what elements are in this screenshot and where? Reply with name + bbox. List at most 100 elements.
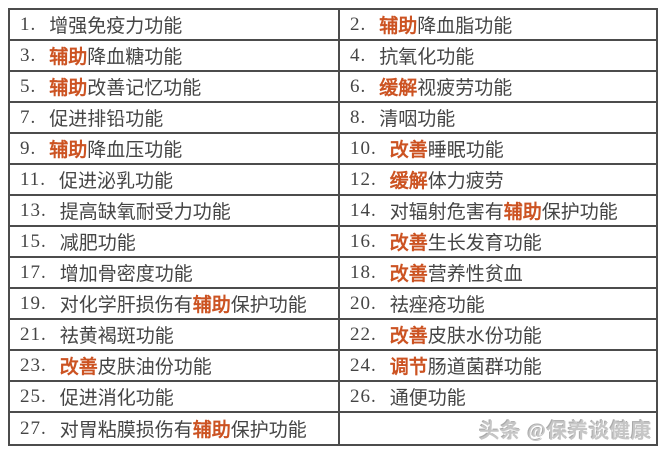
item-text-highlight: 改善 xyxy=(59,357,98,378)
item-number: 9. xyxy=(20,137,37,159)
item-number: 15. xyxy=(20,230,47,252)
item-text: 祛黄褐斑功能 xyxy=(59,326,174,347)
table-cell: 26. 通便功能 xyxy=(339,382,656,413)
table-cell: 3. 辅助 降血糖功能 xyxy=(10,41,340,72)
table-cell: 24. 调节 肠道菌群功能 xyxy=(339,351,656,382)
item-text-highlight: 改善 xyxy=(389,264,428,285)
table-cell: 2. 辅助 降血脂功能 xyxy=(339,10,656,41)
item-number: 3. xyxy=(20,44,37,66)
functions-table: 1. 增强免疫力功能 2. 辅助 降血脂功能 3. 辅助 降血糖功能 4. 抗氧化功能 5. 辅助 改善… xyxy=(8,8,658,446)
item-number: 13. xyxy=(20,199,47,221)
item-text: 增加骨密度功能 xyxy=(59,264,193,285)
item-text-highlight: 缓解 xyxy=(389,171,428,192)
item-text: 体力疲劳 xyxy=(427,171,504,192)
item-number: 16. xyxy=(349,230,377,252)
item-text-highlight: 辅助 xyxy=(503,202,542,223)
table-cell: 9. 辅助 降血压功能 xyxy=(10,134,340,165)
item-text: 对化学肝损伤有 xyxy=(59,295,193,316)
table-cell: 6. 缓解 视疲劳功能 xyxy=(339,72,656,103)
table-cell: 12. 缓解 体力疲劳 xyxy=(339,165,656,196)
item-text-highlight: 改善 xyxy=(389,233,428,254)
table-cell: 10. 改善 睡眠功能 xyxy=(339,134,656,165)
item-text: 促进排铅功能 xyxy=(49,109,164,130)
item-text-highlight: 辅助 xyxy=(49,140,88,161)
item-number: 14. xyxy=(349,199,377,221)
item-text: 生长发育功能 xyxy=(427,233,542,254)
item-text-highlight: 调节 xyxy=(389,357,428,378)
item-number: 2. xyxy=(349,13,367,35)
item-text: 降血脂功能 xyxy=(417,16,513,37)
item-number: 17. xyxy=(20,261,47,283)
item-text: 提高缺氧耐受力功能 xyxy=(59,202,231,223)
table-cell: 14. 对辐射危害有 辅助 保护功能 xyxy=(339,196,656,227)
item-text: 减肥功能 xyxy=(59,233,136,254)
item-text: 增强免疫力功能 xyxy=(49,16,183,37)
table-cell: 16. 改善 生长发育功能 xyxy=(339,227,656,258)
table-cell: 18. 改善 营养性贫血 xyxy=(339,258,656,289)
item-number: 4. xyxy=(349,44,367,66)
item-number: 6. xyxy=(349,75,367,97)
item-text: 保护功能 xyxy=(230,420,307,441)
item-text: 降血压功能 xyxy=(87,140,183,161)
item-text-highlight: 辅助 xyxy=(379,16,418,37)
item-number: 23. xyxy=(20,354,47,376)
item-text: 皮肤水份功能 xyxy=(427,326,542,347)
item-number: 18. xyxy=(349,261,377,283)
item-number: 25. xyxy=(20,385,47,407)
item-text-highlight: 辅助 xyxy=(49,78,88,99)
item-number: 22. xyxy=(349,323,377,345)
item-text: 清咽功能 xyxy=(379,109,456,130)
item-text: 睡眠功能 xyxy=(427,140,504,161)
item-text: 抗氧化功能 xyxy=(379,47,475,68)
item-text: 肠道菌群功能 xyxy=(427,357,542,378)
item-number: 7. xyxy=(20,106,37,128)
table-cell: 25. 促进消化功能 xyxy=(10,382,340,413)
item-text: 保护功能 xyxy=(230,295,307,316)
table-cell: 4. 抗氧化功能 xyxy=(339,41,656,72)
table-cell: 21. 祛黄褐斑功能 xyxy=(10,320,340,351)
item-text: 保护功能 xyxy=(541,202,618,223)
item-number: 19. xyxy=(20,292,47,314)
item-number: 8. xyxy=(349,106,367,128)
item-number: 21. xyxy=(20,323,47,345)
item-number: 20. xyxy=(349,292,377,314)
item-number: 11. xyxy=(20,168,47,190)
item-text-highlight: 辅助 xyxy=(192,420,231,441)
item-text: 视疲劳功能 xyxy=(417,78,513,99)
item-number: 12. xyxy=(349,168,377,190)
item-text: 营养性贫血 xyxy=(427,264,523,285)
item-text-highlight: 辅助 xyxy=(49,47,88,68)
item-text: 改善记忆功能 xyxy=(87,78,202,99)
table-cell: 19. 对化学肝损伤有 辅助 保护功能 xyxy=(10,289,340,320)
table-cell: 头条 @保养谈健康 xyxy=(340,413,656,444)
item-text: 促进消化功能 xyxy=(59,388,174,409)
item-text: 通便功能 xyxy=(389,388,466,409)
table-cell: 15. 减肥功能 xyxy=(10,227,340,258)
item-number: 27. xyxy=(20,417,47,439)
item-text: 对辐射危害有 xyxy=(389,202,504,223)
table-cell: 13. 提高缺氧耐受力功能 xyxy=(10,196,340,227)
table-cell: 20. 祛痤疮功能 xyxy=(339,289,656,320)
item-text-highlight: 改善 xyxy=(389,140,428,161)
watermark: 头条 @保养谈健康 xyxy=(479,420,652,442)
table-cell: 11. 促进泌乳功能 xyxy=(10,165,340,196)
item-text: 祛痤疮功能 xyxy=(389,295,485,316)
table-cell: 22. 改善 皮肤水份功能 xyxy=(339,320,656,351)
table-cell: 7. 促进排铅功能 xyxy=(10,103,340,134)
item-text-highlight: 改善 xyxy=(389,326,428,347)
item-text: 降血糖功能 xyxy=(87,47,183,68)
item-number: 1. xyxy=(20,13,37,35)
table-cell: 17. 增加骨密度功能 xyxy=(10,258,340,289)
item-text-highlight: 辅助 xyxy=(192,295,231,316)
table-cell: 23. 改善 皮肤油份功能 xyxy=(10,351,340,382)
table-cell: 5. 辅助 改善记忆功能 xyxy=(10,72,340,103)
item-number: 26. xyxy=(349,385,377,407)
item-text: 对胃粘膜损伤有 xyxy=(59,420,193,441)
table-cell: 27. 对胃粘膜损伤有 辅助 保护功能 xyxy=(10,413,340,444)
item-number: 5. xyxy=(20,75,37,97)
item-number: 24. xyxy=(349,354,377,376)
item-text: 促进泌乳功能 xyxy=(59,171,174,192)
item-number: 10. xyxy=(349,137,377,159)
item-text: 皮肤油份功能 xyxy=(97,357,212,378)
table-cell: 8. 清咽功能 xyxy=(339,103,656,134)
